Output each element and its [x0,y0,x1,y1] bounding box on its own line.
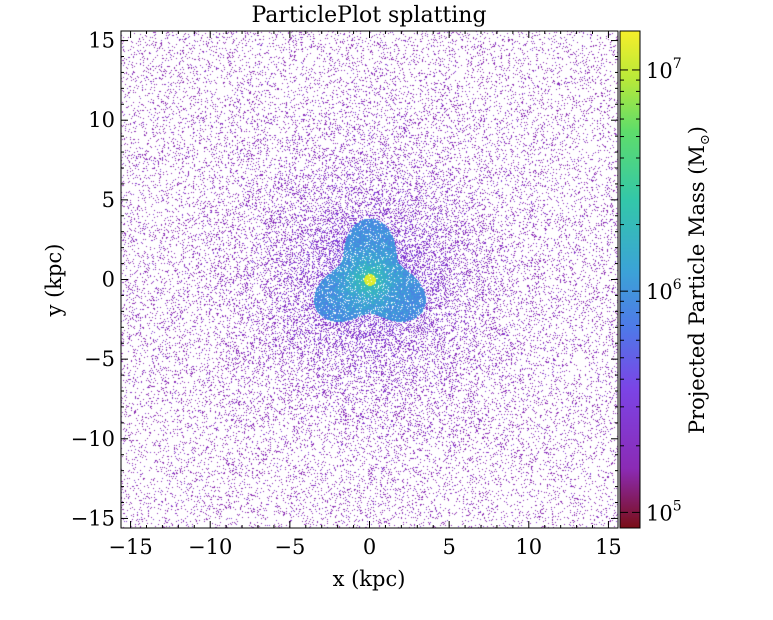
colorbar-label-main: Projected Particle Mass (M [685,145,709,434]
colorbar: 105 106 107 Projected Particle Mass (M⊙) [619,30,713,529]
x-tick-label: 5 [442,535,455,559]
y-tick-label: 5 [102,188,115,212]
x-tick-label: −15 [108,535,152,559]
colorbar-gradient [620,31,640,528]
y-axis-ticks: −15 −10 −5 0 5 10 15 [71,29,618,530]
y-tick-label: −5 [84,347,115,371]
y-tick-label: 10 [88,108,115,132]
colorbar-tick-label: 107 [646,56,682,83]
y-tick-label: 15 [88,29,115,53]
colorbar-tick-label: 106 [646,277,682,304]
x-tick-label: −10 [188,535,232,559]
x-tick-label: 10 [515,535,542,559]
y-tick-label: 0 [102,268,115,292]
x-tick-label: −5 [274,535,305,559]
colorbar-label: Projected Particle Mass (M⊙) [685,126,713,434]
y-tick-label: −10 [71,427,115,451]
x-axis-label: x (kpc) [333,567,406,591]
colorbar-label-close: ) [685,126,709,134]
x-tick-label: 0 [363,535,376,559]
colorbar-tick-label: 105 [646,498,682,525]
y-tick-label: −15 [71,506,115,530]
colorbar-ticks: 105 106 107 [620,56,682,525]
colorbar-label-sub: ⊙ [698,134,713,145]
x-tick-label: 15 [595,535,622,559]
plot-area: −15 −10 −5 0 5 10 15 −15 −10 −5 0 5 10 15 [71,29,622,559]
colorbar-frame [619,30,641,529]
chart-title: ParticlePlot splatting [251,3,486,28]
y-axis-label: y (kpc) [42,244,66,318]
x-axis-ticks: −15 −10 −5 0 5 10 15 [108,31,622,559]
particle-density-image [121,31,618,528]
